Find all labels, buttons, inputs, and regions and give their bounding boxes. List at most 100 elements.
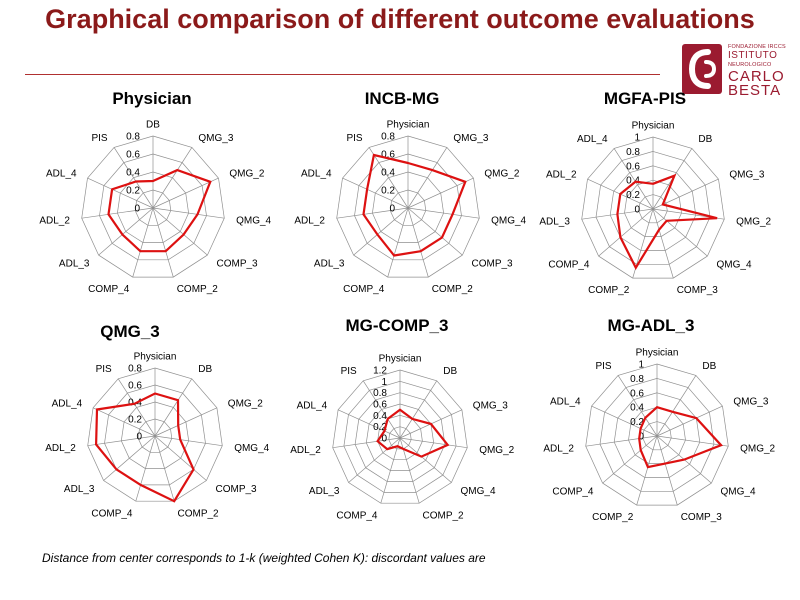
tick-label: 0.2 (373, 422, 387, 433)
axis-label: DB (698, 134, 712, 145)
axis-label: QMG_2 (484, 169, 519, 180)
axis-spoke (613, 148, 654, 210)
tick-label: 0 (136, 432, 142, 443)
axis-spoke (368, 147, 409, 209)
grid-ring (365, 403, 435, 471)
tick-label: 0.6 (128, 381, 142, 392)
grid-ring (638, 194, 668, 224)
axis-label: ADL_4 (550, 397, 581, 408)
axis-spoke (87, 177, 154, 209)
grid-ring (117, 171, 189, 243)
axis-spoke (591, 405, 658, 437)
axis-label: ADL_3 (309, 486, 340, 497)
logo-line-2: ISTITUTO (728, 50, 778, 61)
grid-ring (120, 401, 190, 469)
grid-ring (343, 380, 457, 493)
axis-label: QMG_4 (717, 260, 752, 271)
axis-spoke (617, 375, 658, 437)
axis-label: QMG_4 (721, 487, 756, 498)
axis-label: ADL_3 (539, 217, 570, 228)
axis-label: ADL_2 (45, 443, 76, 454)
grid-ring (389, 189, 427, 226)
axis-spoke (407, 177, 474, 209)
besta-logo: FONDAZIONE IRCCS ISTITUTO NEUROLOGICO CA… (682, 40, 797, 98)
grid-ring (388, 426, 412, 450)
axis-label: COMP_2 (178, 508, 220, 519)
axis-spoke (92, 407, 156, 437)
axis-label: QMG_3 (473, 400, 508, 411)
axis-label: PIS (341, 366, 357, 377)
chart-title-mg-comp-3: MG-COMP_3 (345, 316, 449, 335)
axis-spoke (152, 207, 208, 256)
tick-label: 0.8 (128, 364, 142, 375)
tick-label: 1 (638, 360, 644, 371)
axis-label: COMP_2 (432, 284, 474, 295)
axis-label: PIS (96, 364, 112, 375)
axis-label: ADL_2 (294, 216, 325, 227)
logo-mark-icon (682, 44, 722, 94)
axis-spoke (81, 207, 154, 219)
axis-spoke (103, 435, 156, 481)
axis-spoke (656, 375, 697, 437)
tick-label: 0.4 (630, 403, 644, 414)
axis-label: COMP_4 (548, 260, 590, 271)
axis-label: QMG_4 (461, 486, 496, 497)
axis-label: DB (702, 361, 716, 372)
tick-label: 0 (634, 205, 640, 216)
slide-title: Graphical comparison of different outcom… (45, 4, 755, 34)
grid-ring (137, 418, 173, 453)
axis-label: ADL_2 (543, 444, 574, 455)
axis-label: QMG_4 (236, 216, 271, 227)
tick-label: 0.4 (381, 168, 395, 179)
axis-spoke (407, 147, 448, 209)
axis-label: COMP_2 (588, 285, 630, 296)
tick-label: 0.8 (381, 132, 395, 143)
axis-label: ADL_4 (301, 169, 332, 180)
tick-label: 0.2 (626, 190, 640, 201)
axis-spoke (98, 207, 154, 256)
axis-spoke (399, 437, 452, 483)
grid-ring (585, 363, 729, 506)
axis-label: ADL_3 (314, 259, 345, 270)
grid-ring (628, 406, 686, 464)
grid-ring (354, 392, 446, 482)
axis-spoke (87, 435, 156, 447)
tick-label: 0.2 (126, 186, 140, 197)
axis-spoke (353, 207, 409, 256)
axis-spoke (154, 435, 207, 481)
axis-label: COMP_4 (336, 510, 378, 521)
grid-ring (581, 136, 725, 279)
tick-label: 0.6 (126, 150, 140, 161)
axis-spoke (362, 380, 401, 439)
tick-label: 0.8 (373, 388, 387, 399)
axis-label: ADL_4 (46, 169, 77, 180)
axis-label: COMP_2 (177, 284, 219, 295)
axis-spoke (152, 147, 193, 209)
axis-label: QMG_2 (740, 444, 775, 455)
axis-label: Physician (379, 354, 422, 365)
tick-label: 0.6 (381, 150, 395, 161)
tick-label: 0.8 (626, 147, 640, 158)
axis-label: QMG_4 (234, 443, 269, 454)
axis-spoke (656, 435, 729, 447)
axis-spoke (154, 407, 218, 437)
axis-label: ADL_3 (64, 484, 95, 495)
tick-label: 0.2 (630, 417, 644, 428)
axis-label: QMG_3 (733, 397, 768, 408)
grid-ring (99, 153, 207, 261)
tick-label: 1 (381, 377, 387, 388)
axis-label: COMP_4 (343, 284, 385, 295)
logo-line-3: NEUROLOGICO (728, 62, 772, 68)
axis-spoke (598, 208, 654, 257)
axis-label: QMG_3 (198, 133, 233, 144)
radar-chart-mg-comp-3: Physician DB QMG_3 QMG_2 QMG_4 COMP_2 COMP_4 AD… (290, 354, 514, 522)
tick-label: 0 (389, 204, 395, 215)
axis-label: QMG_4 (491, 216, 526, 227)
axis-spoke (135, 435, 156, 502)
series-line (616, 173, 718, 270)
axis-label: PIS (595, 361, 611, 372)
axis-spoke (337, 409, 401, 439)
tick-label: 0 (638, 432, 644, 443)
axis-label: COMP_2 (423, 510, 465, 521)
logo-line-5: BESTA (728, 82, 782, 99)
